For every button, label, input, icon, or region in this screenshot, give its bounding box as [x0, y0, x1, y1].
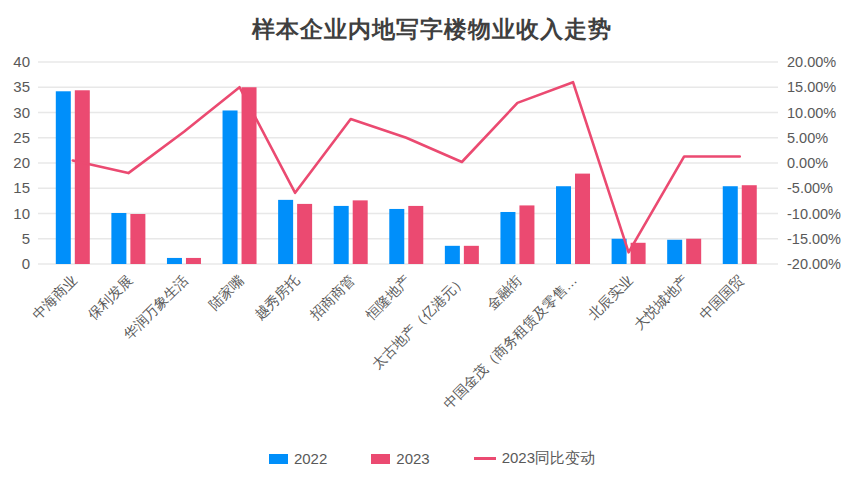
legend-swatch-2023	[371, 454, 390, 464]
bar-2022	[334, 206, 349, 264]
y-axis-right-tick-label: -15.00%	[787, 231, 841, 247]
y-axis-left-tick-label: 15	[13, 179, 30, 196]
x-axis-category-label: 招商商管	[306, 272, 358, 324]
legend: 2022 2023 2023同比变动	[0, 449, 864, 468]
y-axis-left-tick-label: 10	[13, 205, 30, 222]
bar-2022	[56, 91, 71, 264]
x-axis-category-label: 太古地产（亿港元）	[369, 272, 469, 372]
bar-2022	[556, 186, 571, 264]
y-axis-left-tick-label: 35	[13, 78, 30, 95]
bar-2023	[686, 239, 701, 264]
y-axis-right-tick-label: 0.00%	[787, 155, 828, 171]
legend-label-2023: 2023	[396, 450, 429, 467]
y-axis-right-tick-label: 10.00%	[787, 105, 836, 121]
x-axis-category-label: 恒隆地产	[362, 272, 414, 324]
x-axis-category-label: 越秀房托	[251, 272, 302, 323]
x-axis-category-label: 中海商业	[29, 272, 80, 323]
y-axis-left-tick-label: 25	[13, 129, 30, 146]
y-axis-right-tick-label: 15.00%	[787, 79, 836, 95]
x-axis-category-label: 保利发展	[84, 272, 136, 324]
legend-item-2023[interactable]: 2023	[371, 450, 429, 467]
bar-2022	[445, 246, 460, 264]
x-axis-category-label: 大悦城地产	[630, 272, 691, 333]
y-axis-right-tick-label: -20.00%	[787, 256, 841, 272]
bar-2022	[278, 200, 293, 264]
x-axis-category-label: 中国国贸	[696, 272, 747, 323]
bar-2023	[575, 174, 590, 264]
bar-2023	[408, 206, 423, 264]
y-axis-left-tick-label: 30	[13, 104, 30, 121]
bar-2022	[667, 240, 682, 264]
y-axis-left-tick-label: 40	[13, 53, 30, 70]
legend-item-yoy-line[interactable]: 2023同比变动	[474, 449, 595, 468]
legend-label-yoy: 2023同比变动	[502, 449, 595, 468]
legend-item-2022[interactable]: 2022	[269, 450, 327, 467]
y-axis-right-tick-label: 20.00%	[787, 54, 836, 70]
y-axis-left-tick-label: 20	[13, 154, 30, 171]
y-axis-right-tick-label: 5.00%	[787, 130, 828, 146]
legend-swatch-2022	[269, 454, 288, 464]
y-axis-right-tick-label: -5.00%	[787, 180, 833, 196]
chart-container: 样本企业内地写字楼物业收入走势 403530252015105020.00%15…	[0, 0, 864, 486]
bar-2022	[223, 110, 238, 264]
bar-2023	[519, 205, 534, 264]
x-axis-category-label: 陆家嘴	[206, 272, 247, 313]
bar-2023	[297, 204, 312, 264]
x-axis-category-label: 北辰实业	[585, 272, 636, 323]
bar-2022	[389, 209, 404, 264]
bar-2023	[353, 200, 368, 264]
legend-label-2022: 2022	[294, 450, 327, 467]
y-axis-left-tick-label: 5	[22, 230, 30, 247]
y-axis-left-tick-label: 0	[22, 255, 30, 272]
trend-line-2023-yoy	[73, 82, 740, 252]
bar-2023	[186, 258, 201, 264]
x-axis-category-label: 金融街	[484, 272, 525, 313]
bar-2023	[130, 214, 145, 264]
bar-2023	[742, 185, 757, 264]
y-axis-right-tick-label: -10.00%	[787, 206, 841, 222]
chart-canvas: 40 35 30 25 20 15 10 5 0 20.00% 15.00% 10.00% 5.00% 0…	[0, 0, 864, 486]
legend-line-swatch	[474, 457, 496, 460]
bar-2023	[75, 90, 90, 264]
bar-2022	[167, 258, 182, 264]
bar-2022	[111, 213, 126, 264]
bar-2023	[464, 246, 479, 264]
bar-2022	[500, 212, 515, 264]
bar-2022	[723, 186, 738, 264]
